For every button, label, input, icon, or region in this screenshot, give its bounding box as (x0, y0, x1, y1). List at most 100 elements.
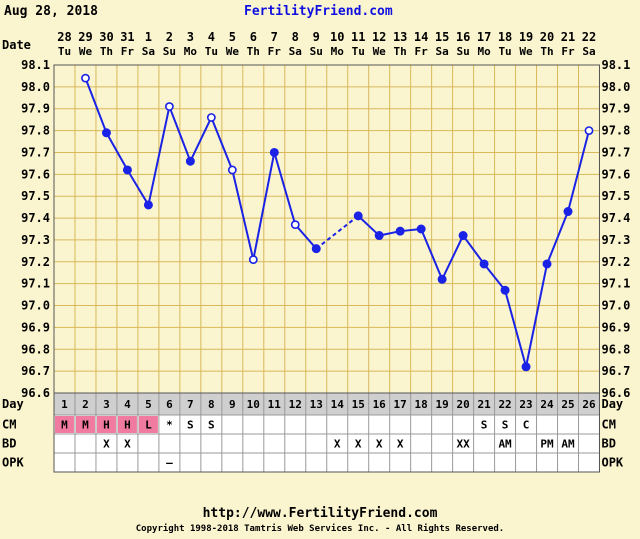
day-cell: 1 (61, 398, 68, 411)
cm-cell: C (523, 419, 530, 432)
temperature-point (374, 231, 384, 241)
cm-cell: H (103, 419, 110, 432)
weekday-label: Tu (498, 45, 511, 58)
cm-row-label-left: CM (2, 418, 16, 432)
y-tick-label-right: 97.3 (601, 233, 630, 247)
date-label: 6 (250, 30, 257, 44)
menses-cell (117, 416, 137, 433)
date-label: 22 (582, 30, 596, 44)
day-cell: 11 (268, 398, 282, 411)
temperature-line-segment (315, 215, 359, 250)
chart-date: Aug 28, 2018 (4, 4, 98, 19)
date-label: 13 (393, 30, 407, 44)
temperature-line-segment (252, 152, 276, 260)
date-label: 7 (271, 30, 278, 44)
weekday-label: Mo (477, 45, 491, 58)
date-label: 11 (351, 30, 365, 44)
temperature-line-segment (273, 152, 297, 225)
day-cell: 3 (103, 398, 110, 411)
temperature-line-segment (168, 106, 192, 162)
date-label: 16 (456, 30, 470, 44)
y-tick-label-right: 96.7 (601, 364, 630, 378)
day-cell: 12 (289, 398, 302, 411)
weekday-label: We (373, 45, 387, 58)
bd-cell: X (397, 438, 404, 451)
date-label: 15 (435, 30, 449, 44)
weekday-label: Su (456, 45, 469, 58)
bd-cell: X (355, 438, 362, 451)
temperature-line-segment (294, 223, 318, 250)
temperature-point (248, 255, 258, 265)
bd-cell: X (376, 438, 383, 451)
date-label: 30 (99, 30, 113, 44)
weekday-label: Fr (268, 45, 282, 58)
date-label: 5 (229, 30, 236, 44)
cm-cell: H (124, 419, 131, 432)
weekday-label: Sa (289, 45, 302, 58)
temperature-line-segment (483, 263, 506, 291)
opk-cell: — (166, 457, 173, 470)
day-cell: 9 (229, 398, 236, 411)
y-tick-label-left: 97.5 (21, 189, 50, 203)
temperature-point (584, 126, 594, 136)
weekday-label: Th (247, 45, 260, 58)
cm-row-label-right: CM (601, 418, 615, 432)
day-cell: 15 (352, 398, 365, 411)
y-tick-label-left: 98.0 (21, 80, 50, 94)
y-tick-label-right: 96.9 (601, 320, 630, 334)
y-tick-label-left: 97.1 (21, 277, 50, 291)
menses-cell (55, 416, 74, 433)
temperature-point (269, 147, 279, 157)
y-tick-label-left: 96.9 (21, 320, 50, 334)
date-label: 29 (78, 30, 92, 44)
day-row-label-right: Day (601, 397, 623, 411)
y-tick-label-right: 96.8 (601, 342, 630, 356)
weekday-label: We (519, 45, 533, 58)
temperature-point (521, 362, 531, 372)
day-cell: 4 (124, 398, 131, 411)
date-label: 18 (498, 30, 512, 44)
date-label: 4 (208, 30, 215, 44)
temperature-point (395, 226, 405, 236)
weekday-label: Sa (582, 45, 595, 58)
temperature-line-segment (441, 235, 465, 280)
temperature-point (479, 259, 489, 269)
weekday-label: Th (394, 45, 407, 58)
temperature-line-segment (462, 234, 485, 265)
bd-cell: X (103, 438, 110, 451)
y-tick-label-right: 97.5 (601, 189, 630, 203)
site-name[interactable]: FertilityFriend.com (244, 4, 393, 19)
weekday-label: Sa (436, 45, 449, 58)
bd-cell: XX (456, 438, 470, 451)
weekday-label: Tu (58, 45, 71, 58)
y-tick-label-right: 97.6 (601, 167, 630, 181)
y-tick-label-right: 97.8 (601, 124, 630, 138)
date-label: 31 (120, 30, 134, 44)
bd-cell: X (334, 438, 341, 451)
cm-cell: S (502, 419, 509, 432)
weekday-label: Fr (121, 45, 135, 58)
temperature-point (206, 113, 216, 122)
temperature-line-segment (189, 117, 213, 162)
weekday-label: Su (163, 45, 176, 58)
weekday-label: Mo (331, 45, 345, 58)
temperature-point (164, 102, 174, 111)
footer-copyright: Copyright 1998-2018 Tamtris Web Services… (135, 524, 505, 534)
temperature-line-segment (357, 215, 380, 237)
bd-cell: X (124, 438, 131, 451)
y-tick-label-left: 97.3 (21, 233, 50, 247)
temperature-line-segment (420, 228, 444, 280)
date-label: 21 (561, 30, 575, 44)
weekday-label: Su (310, 45, 323, 58)
temperature-line-segment (567, 130, 590, 212)
temperature-point (290, 220, 300, 230)
cm-cell: M (61, 419, 68, 432)
footer-url[interactable]: http://www.FertilityFriend.com (202, 506, 438, 521)
y-tick-label-right: 97.9 (601, 102, 630, 116)
date-label: 28 (57, 30, 71, 44)
bd-cell: PM (540, 438, 554, 451)
cm-cell: S (187, 419, 194, 432)
date-label: 14 (414, 30, 428, 44)
weekday-label: Tu (205, 45, 218, 58)
day-cell: 21 (477, 398, 491, 411)
